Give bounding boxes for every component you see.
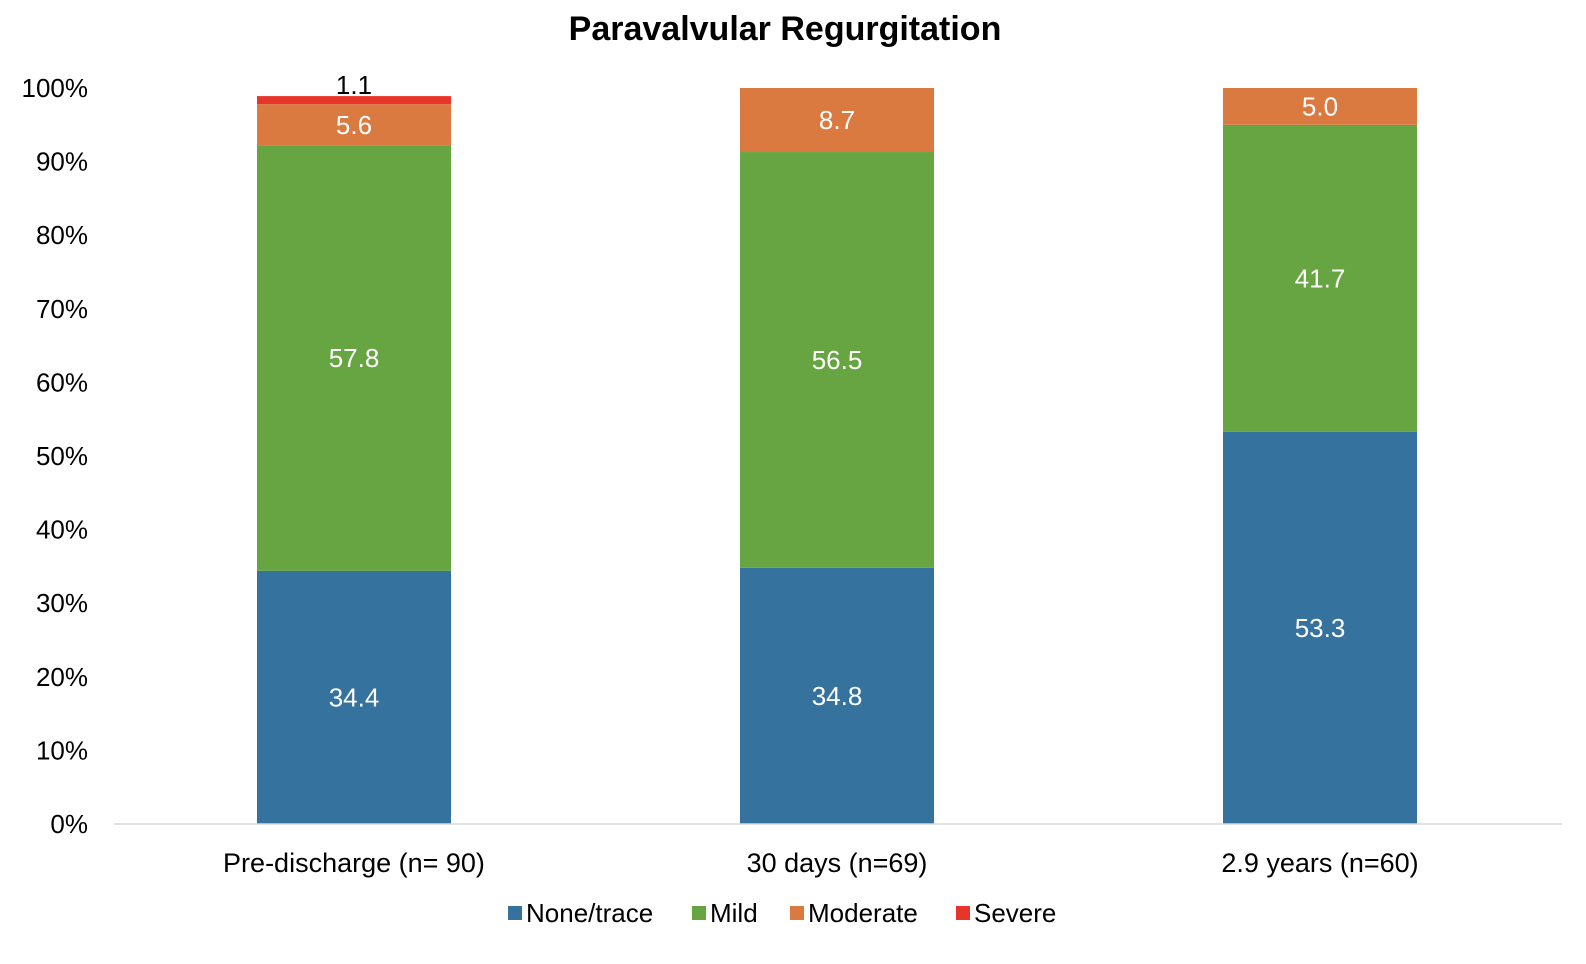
y-axis: 0% 10% 20% 30% 40% 50% 60% 70% 80% 90% 100% (22, 73, 89, 839)
legend-label: Mild (710, 898, 758, 928)
legend-swatch (956, 906, 970, 920)
y-tick-label: 60% (36, 367, 88, 397)
x-category-label: 2.9 years (n=60) (1221, 848, 1418, 878)
legend-label: None/trace (526, 898, 653, 928)
data-label: 41.7 (1295, 263, 1346, 293)
bar-segment-none-trace (740, 567, 934, 824)
legend-label: Moderate (808, 898, 918, 928)
bar-segment-moderate (1223, 88, 1417, 125)
legend-swatch (508, 906, 522, 920)
y-tick-label: 90% (36, 147, 88, 177)
bar-segment-none-trace (257, 570, 451, 824)
y-tick-label: 80% (36, 220, 88, 250)
data-label: 34.4 (329, 682, 380, 712)
y-tick-label: 30% (36, 588, 88, 618)
data-label: 53.3 (1295, 613, 1346, 643)
chart-title: Paravalvular Regurgitation (569, 10, 1002, 48)
data-label: 1.1 (336, 70, 372, 100)
data-label: 34.8 (812, 681, 863, 711)
data-label: 8.7 (819, 105, 855, 135)
data-label: 56.5 (812, 345, 863, 375)
data-label: 57.8 (329, 343, 380, 373)
y-tick-label: 50% (36, 441, 88, 471)
legend-label: Severe (974, 898, 1056, 928)
legend-swatch (692, 906, 706, 920)
bars-group (257, 88, 1417, 824)
legend-swatch (790, 906, 804, 920)
x-axis: Pre-discharge (n= 90) 30 days (n=69) 2.9 y… (223, 848, 1419, 878)
x-category-label: 30 days (n=69) (747, 848, 928, 878)
data-label: 5.6 (336, 110, 372, 140)
legend: None/trace Mild Moderate Severe (508, 898, 1056, 928)
y-tick-label: 20% (36, 662, 88, 692)
bar-segment-mild (1223, 124, 1417, 432)
bar-segment-mild (257, 145, 451, 571)
data-labels-group: 34.4 57.8 5.6 1.1 34.8 56.5 8.7 53.3 41.7 5.0 (329, 70, 1346, 712)
bar-segment-moderate (740, 88, 934, 153)
data-label: 5.0 (1302, 91, 1338, 121)
bar-segment-moderate (257, 104, 451, 146)
bar-segment-mild (740, 152, 934, 568)
y-tick-label: 70% (36, 294, 88, 324)
bar-segment-none-trace (1223, 431, 1417, 824)
y-tick-label: 100% (22, 73, 89, 103)
y-tick-label: 10% (36, 735, 88, 765)
x-category-label: Pre-discharge (n= 90) (223, 848, 485, 878)
y-tick-label: 0% (50, 809, 88, 839)
bar-segment-severe (257, 96, 451, 105)
y-tick-label: 40% (36, 515, 88, 545)
